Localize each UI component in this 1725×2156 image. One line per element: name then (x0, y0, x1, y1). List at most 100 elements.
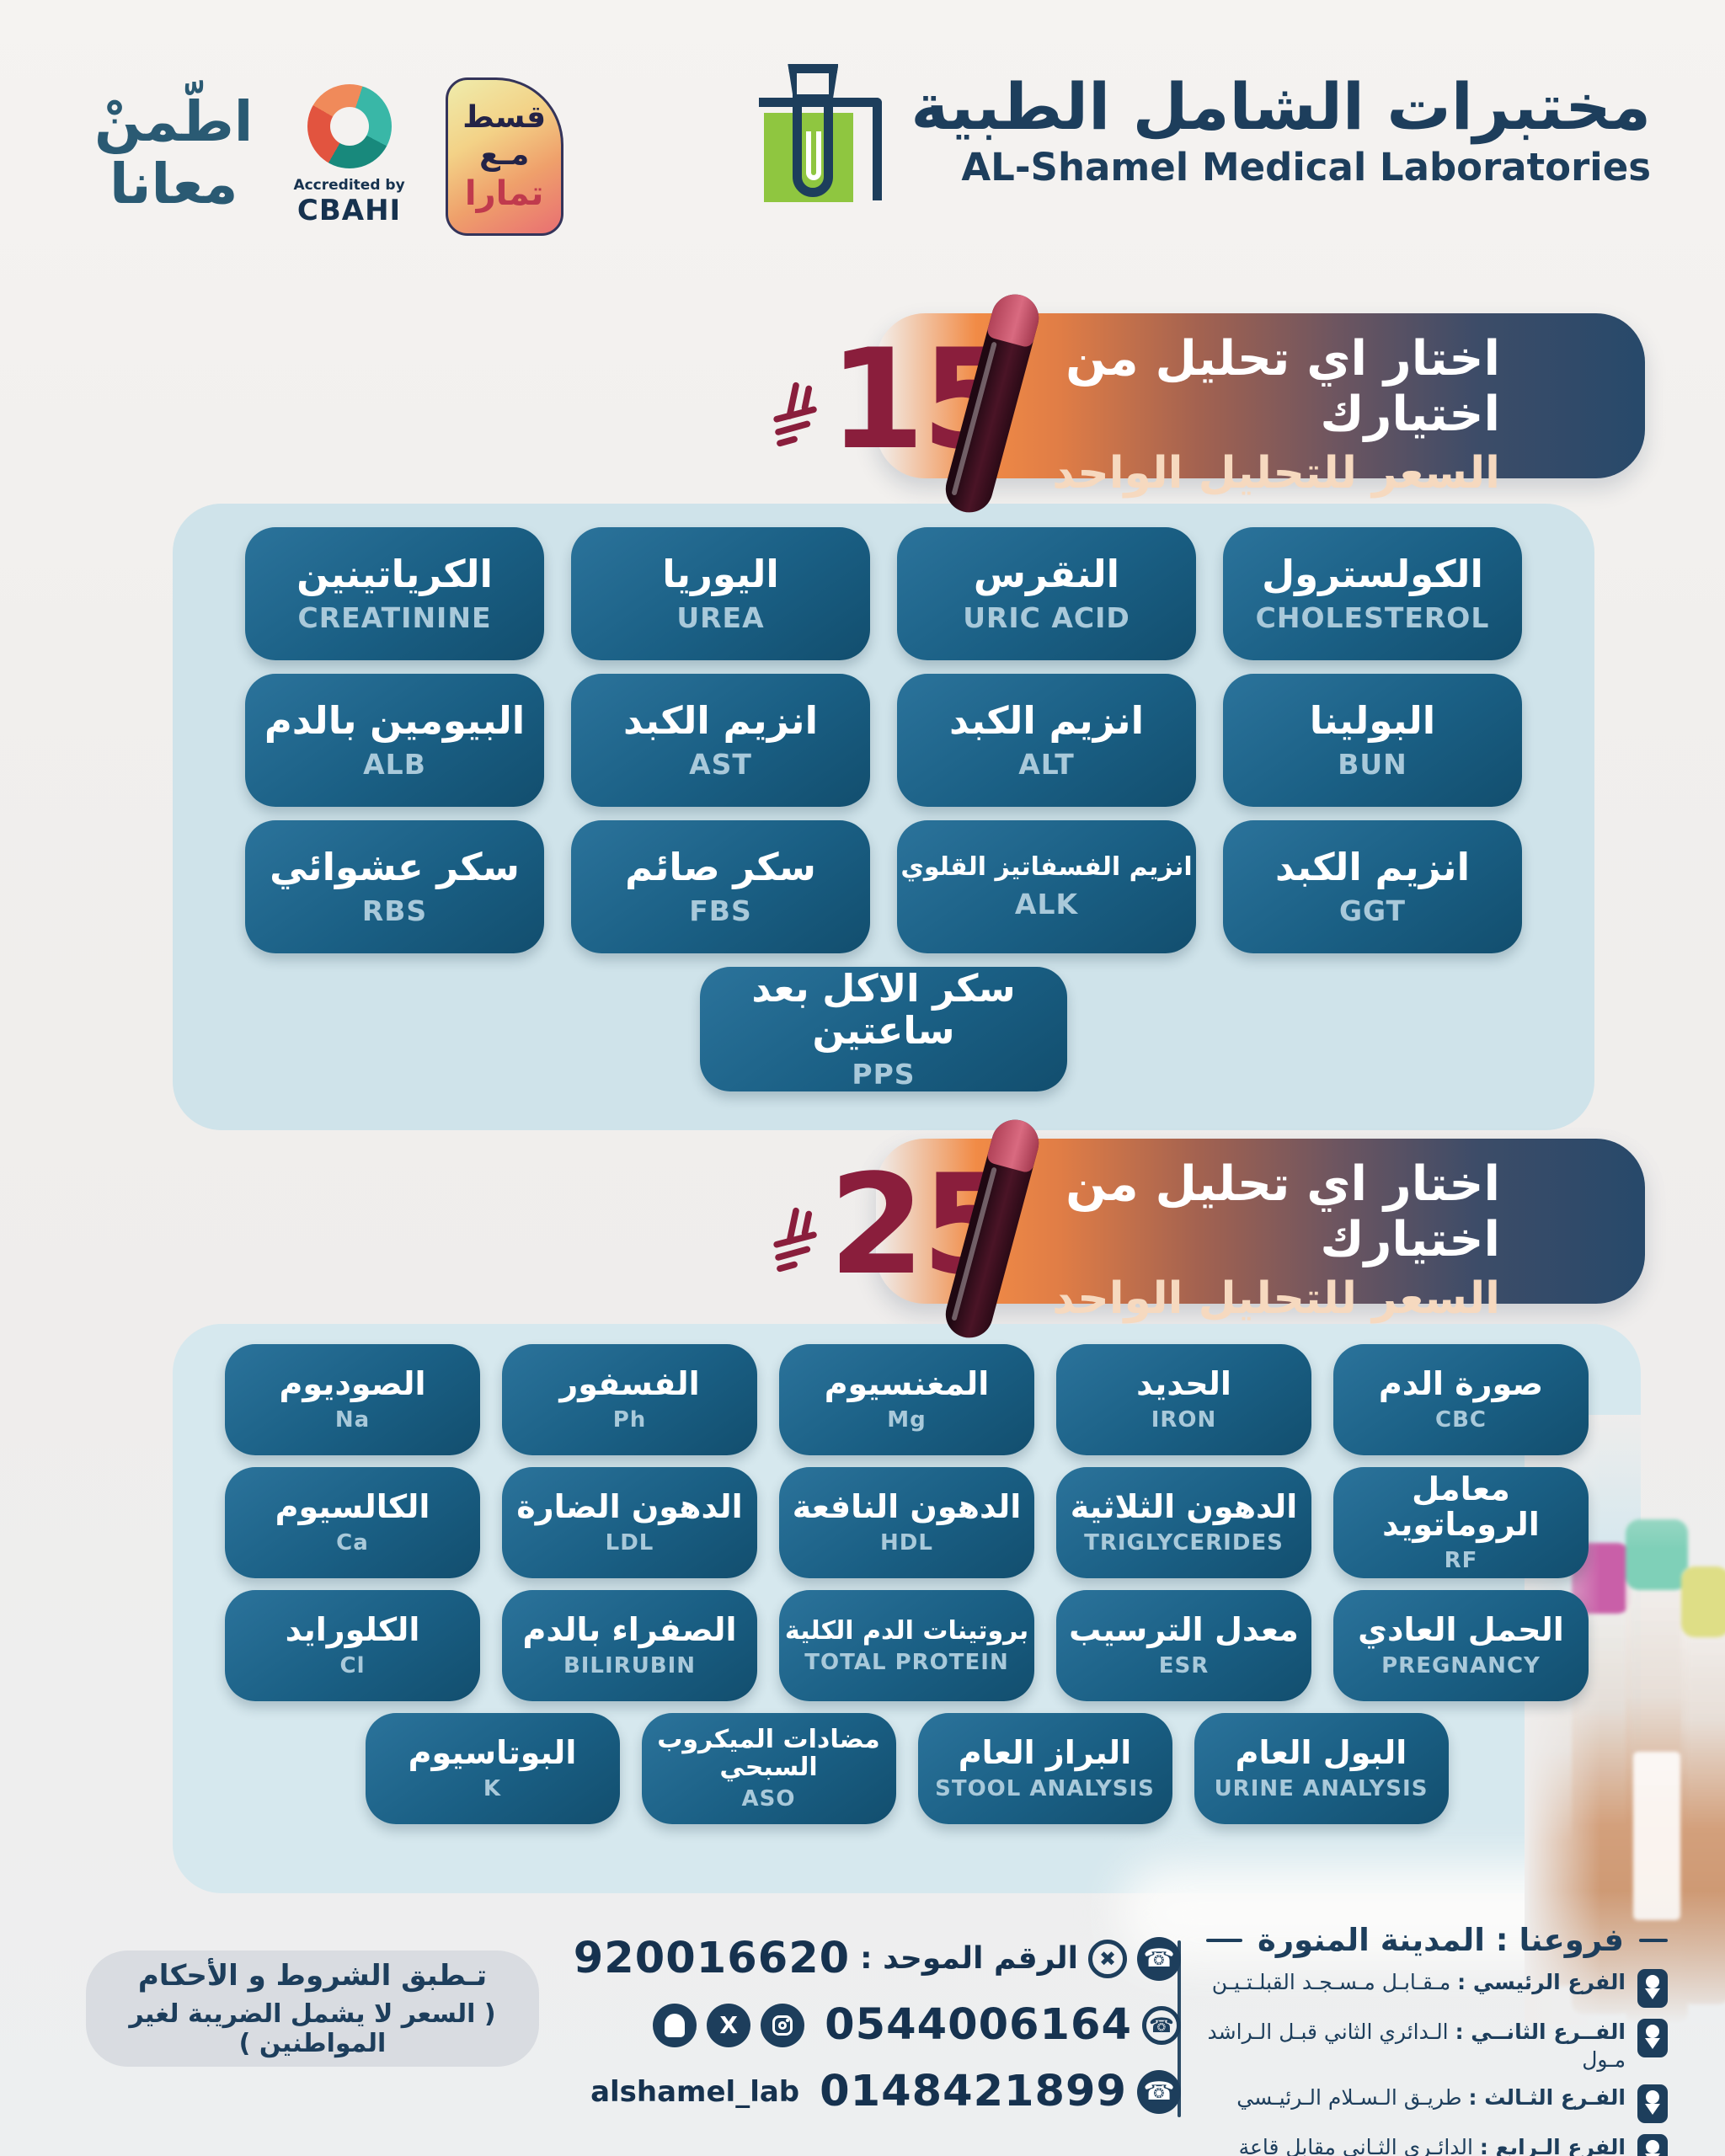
test-card: الدهون الضارة LDL (502, 1467, 757, 1578)
test-name-arabic: الصوديوم (279, 1365, 426, 1403)
phone-icon: ☎ (1137, 1936, 1181, 1981)
test-card: الكرياتينين CREATININE (245, 527, 544, 660)
saudi-riyal-icon (773, 382, 817, 447)
slogan-text: اطّمنْ معانا (94, 91, 253, 216)
slogan-line1: اطّمنْ (94, 89, 254, 154)
test-name-arabic: البولينا (1309, 697, 1436, 743)
test-name-english: ASO (741, 1786, 796, 1812)
test-name-arabic: الدهون الثلاثية (1070, 1488, 1298, 1526)
test-card: سكر الاكل بعد ساعتين PPS (700, 967, 1067, 1091)
test-name-english: BILIRUBIN (563, 1652, 697, 1678)
test-name-arabic: بروتينات الدم الكلية (784, 1615, 1029, 1646)
location-pin-icon (1637, 2019, 1668, 2057)
test-name-arabic: النقرس (973, 551, 1120, 596)
test-card: البيومين بالدم ALB (245, 674, 544, 807)
pps-row: سكر الاكل بعد ساعتين PPS (173, 967, 1594, 1091)
offer-banner-25: اختار اي تحليل من اختيارك السعر للتحليل … (0, 1114, 1725, 1343)
test-name-arabic: الفسفور (559, 1365, 700, 1403)
test-card: مضادات الميكروب السبحي ASO (641, 1713, 896, 1824)
test-name-english: PPS (852, 1058, 916, 1091)
test-name-arabic: الكالسيوم (275, 1488, 430, 1526)
offer-band: اختار اي تحليل من اختيارك السعر للتحليل … (876, 313, 1645, 499)
location-pin-icon (1637, 2134, 1668, 2156)
test-name-english: STOOL ANALYSIS (935, 1775, 1155, 1801)
test-name-english: Na (334, 1406, 371, 1433)
test-name-english: URINE ANALYSIS (1214, 1775, 1429, 1801)
tests-panel-25: الصوديوم Na الفسفور Ph المغنسيوم Mg الحد… (173, 1324, 1641, 1893)
tests-grid-15: الكرياتينين CREATININE اليوريا UREA النق… (173, 504, 1594, 953)
test-name-english: HDL (880, 1529, 933, 1556)
test-card: انزيم الكبد GGT (1223, 820, 1522, 953)
lab-title-arabic: مختبرات الشامل الطبية (911, 68, 1651, 144)
branch-item: الفرع الرئيسي : مـقـابـل مـسـجـد القبلـت… (1206, 1969, 1668, 2008)
test-name-english: ALT (1018, 748, 1075, 782)
offer-title: اختار اي تحليل من اختيارك (1065, 331, 1500, 442)
slogan-line2: معانا (109, 151, 238, 216)
test-name-arabic: معامل الروماتويد (1382, 1470, 1540, 1543)
test-name-arabic: البراز العام (958, 1734, 1132, 1772)
masthead: مختبرات الشامل الطبية AL-Shamel Medical … (759, 59, 1651, 204)
tests-grid-25-last-row: البوتاسيوم K مضادات الميكروب السبحي ASO … (173, 1713, 1641, 1824)
test-name-english: CREATININE (297, 601, 492, 635)
test-card: صورة الدم CBC (1333, 1344, 1589, 1455)
instagram-icon (761, 2003, 805, 2047)
branches-list: الفرع الرئيسي : مـقـابـل مـسـجـد القبلـت… (1206, 1969, 1668, 2156)
test-name-arabic: انزيم الكبد (948, 697, 1145, 743)
terms-line1: تـطبق الشروط و الأحكام (137, 1959, 488, 1993)
test-name-english: PREGNANCY (1381, 1652, 1541, 1678)
test-card: الحديد IRON (1056, 1344, 1311, 1455)
tamara-word2: مـع (479, 137, 530, 172)
test-name-arabic: الكرياتينين (296, 551, 493, 596)
accredited-by-label: Accredited by (293, 177, 405, 194)
brand-cluster: اطّمنْ معانا Accredited by CBAHI قسط مـع… (94, 77, 563, 236)
offer-subtitle: السعر للتحليل الواحد (1052, 448, 1500, 499)
test-card: انزيم الكبد AST (571, 674, 870, 807)
test-card: الصفراء بالدم BILIRUBIN (502, 1590, 757, 1701)
test-card: النقرس URIC ACID (897, 527, 1196, 660)
test-name-english: URIC ACID (963, 601, 1130, 635)
test-name-english: ALB (363, 748, 426, 782)
test-name-english: Cl (339, 1652, 366, 1678)
test-card: البراز العام STOOL ANALYSIS (917, 1713, 1172, 1824)
test-name-english: TOTAL PROTEIN (804, 1649, 1009, 1675)
saudi-riyal-icon (773, 1207, 817, 1273)
test-name-arabic: الحديد (1136, 1365, 1231, 1403)
test-name-arabic: البوتاسيوم (408, 1734, 577, 1772)
test-card: الكولسترول CHOLESTEROL (1223, 527, 1522, 660)
test-card: البولينا BUN (1223, 674, 1522, 807)
test-name-arabic: الحمل العادي (1358, 1611, 1564, 1649)
test-name-english: Mg (887, 1406, 927, 1433)
test-card: سكر صائم FBS (571, 820, 870, 953)
test-card: المغنسيوم Mg (779, 1344, 1034, 1455)
test-name-english: Ph (612, 1406, 647, 1433)
test-name-english: GGT (1338, 894, 1407, 928)
tamara-word1: قسط (462, 100, 547, 135)
test-name-arabic: سكر عشوائي (270, 844, 520, 889)
test-name-english: CHOLESTEROL (1255, 601, 1490, 635)
test-card: معدل الترسيب ESR (1056, 1590, 1311, 1701)
offer-subtitle: السعر للتحليل الواحد (1052, 1273, 1500, 1325)
tests-panel-15: الكرياتينين CREATININE اليوريا UREA النق… (173, 504, 1594, 1130)
cbahi-accreditation: Accredited by CBAHI (293, 84, 405, 227)
branch-item: الفــرع الثانــي : الـدائري الثاني قبـل … (1206, 2019, 1668, 2073)
whatsapp-number: 0544006164 (825, 2000, 1132, 2050)
test-name-arabic: الدهون النافعة (792, 1488, 1022, 1526)
whatsapp-row: ☎ 0544006164 X (653, 2000, 1181, 2050)
test-name-english: IRON (1151, 1406, 1217, 1433)
test-name-arabic: مضادات الميكروب السبحي (657, 1725, 880, 1782)
unified-number-label: الرقم الموحد : (860, 1941, 1078, 1976)
test-card: انزيم الكبد ALT (897, 674, 1196, 807)
unified-number: 920016620 (573, 1934, 851, 1983)
unified-number-row: ☎ ✖︎ الرقم الموحد : 920016620 (574, 1934, 1181, 1983)
offer-banner-15: اختار اي تحليل من اختيارك السعر للتحليل … (0, 289, 1725, 518)
test-card: معامل الروماتويد RF (1333, 1467, 1589, 1578)
tamara-installment-badge: قسط مـع تمارا (445, 77, 563, 236)
tests-grid-25: الصوديوم Na الفسفور Ph المغنسيوم Mg الحد… (173, 1324, 1641, 1701)
lab-title-english: AL-Shamel Medical Laboratories (961, 145, 1651, 190)
test-name-english: FBS (689, 894, 752, 928)
branches-title: فروعنا : المدينة المنورة (1206, 1922, 1668, 1958)
test-card: الدهون النافعة HDL (779, 1467, 1034, 1578)
social-handle: alshamel_lab (590, 2074, 800, 2109)
test-name-arabic: الصفراء بالدم (522, 1611, 737, 1649)
